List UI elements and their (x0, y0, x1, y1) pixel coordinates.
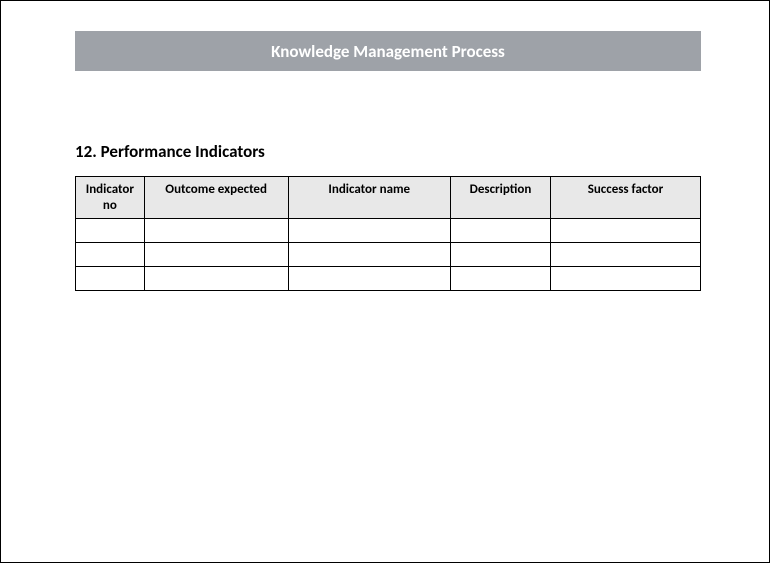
cell (451, 219, 551, 243)
indicators-table-wrap: Indicator no Outcome expected Indicator … (75, 176, 701, 291)
table-row (76, 243, 701, 267)
cell (451, 243, 551, 267)
cell (144, 219, 288, 243)
cell (551, 243, 701, 267)
table-row (76, 267, 701, 291)
cell (144, 267, 288, 291)
th-indicator-name: Indicator name (288, 177, 451, 219)
th-description: Description (451, 177, 551, 219)
cell (551, 219, 701, 243)
cell (288, 267, 451, 291)
th-success-factor: Success factor (551, 177, 701, 219)
header-bar: Knowledge Management Process (75, 31, 701, 71)
cell (551, 267, 701, 291)
cell (144, 243, 288, 267)
indicators-table: Indicator no Outcome expected Indicator … (75, 176, 701, 291)
cell (288, 219, 451, 243)
th-outcome-expected: Outcome expected (144, 177, 288, 219)
cell (76, 219, 145, 243)
table-header-row: Indicator no Outcome expected Indicator … (76, 177, 701, 219)
cell (76, 267, 145, 291)
section-heading: 12. Performance Indicators (75, 141, 265, 162)
cell (451, 267, 551, 291)
header-title: Knowledge Management Process (271, 41, 505, 62)
table-row (76, 219, 701, 243)
th-indicator-no: Indicator no (76, 177, 145, 219)
cell (288, 243, 451, 267)
cell (76, 243, 145, 267)
